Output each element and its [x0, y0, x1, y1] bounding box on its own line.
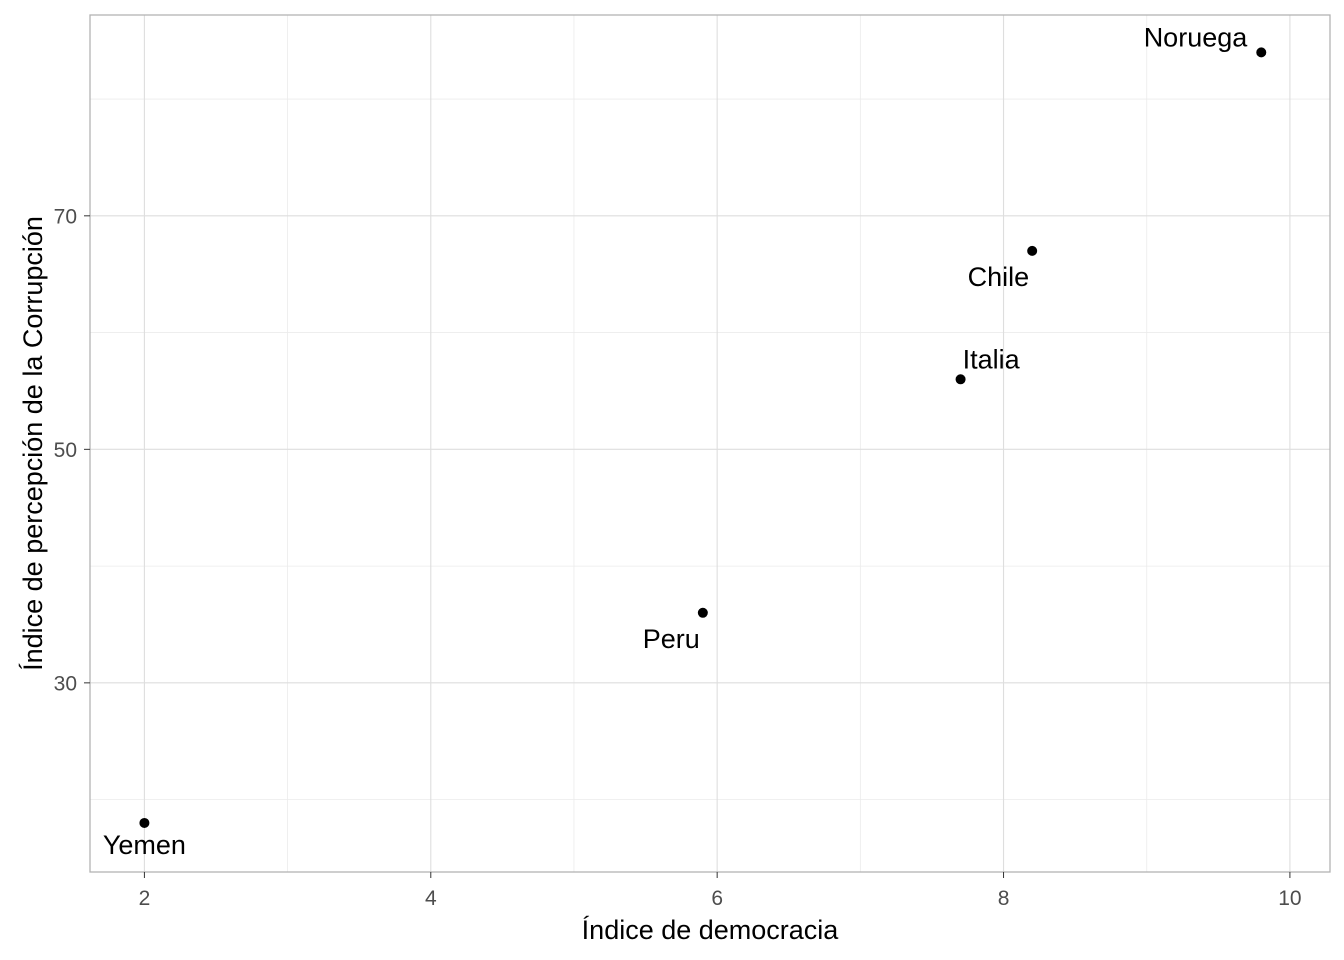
data-point	[955, 374, 966, 385]
data-point	[697, 607, 708, 618]
point-label: Chile	[968, 262, 1030, 292]
point-label: Italia	[963, 344, 1021, 374]
point-label: Peru	[643, 624, 700, 654]
data-point	[1027, 245, 1038, 256]
point-label: Noruega	[1144, 22, 1249, 52]
y-tick-label: 30	[54, 672, 77, 695]
y-tick-label: 50	[54, 439, 77, 462]
x-tick-label: 4	[425, 887, 437, 910]
x-axis-title: Índice de democracia	[582, 915, 840, 945]
x-tick-label: 10	[1278, 887, 1301, 910]
y-tick-label: 70	[54, 205, 77, 228]
point-label: Yemen	[103, 830, 186, 860]
data-points	[139, 47, 1267, 828]
y-axis-title: Índice de percepción de la Corrupción	[18, 216, 48, 671]
point-labels: Yemen Peru Italia Chile Noruega	[103, 22, 1248, 860]
plot-panel-border	[89, 14, 1331, 873]
data-point	[139, 817, 150, 828]
x-tick-label: 8	[998, 887, 1010, 910]
x-tick-label: 6	[711, 887, 723, 910]
minor-gridlines	[90, 15, 1330, 872]
major-gridlines	[90, 15, 1330, 872]
x-tick-label: 2	[139, 887, 151, 910]
axis-ticks: 2 4 6 8 10 30 50 70	[54, 205, 1302, 910]
data-point	[1256, 47, 1267, 58]
